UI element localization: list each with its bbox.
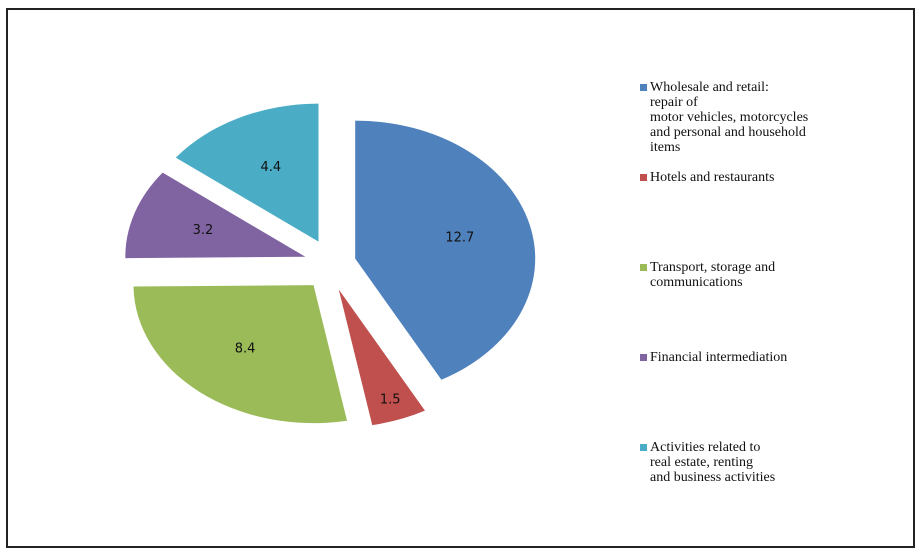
data-label: 8.4 — [235, 342, 256, 357]
legend-label: Activities related to real estate, renti… — [650, 440, 776, 485]
data-label: 1.5 — [380, 392, 401, 407]
data-label: 4.4 — [260, 160, 281, 175]
legend-swatch — [640, 264, 647, 271]
data-label: 3.2 — [193, 223, 214, 238]
legend-label: Hotels and restaurants — [650, 170, 775, 185]
data-label: 12.7 — [445, 231, 474, 246]
legend-item: Transport, storage and communications — [640, 260, 910, 290]
legend-label: Transport, storage and communications — [650, 260, 776, 290]
legend-item: Activities related to real estate, renti… — [640, 440, 910, 485]
legend-swatch — [640, 354, 647, 361]
pie-slice — [175, 103, 319, 242]
pie-slice — [133, 285, 348, 424]
pie-slice — [125, 172, 306, 259]
legend-label: Financial intermediation — [650, 350, 788, 365]
legend-swatch — [640, 84, 647, 91]
legend-item: Hotels and restaurants — [640, 170, 910, 185]
legend-item: Financial intermediation — [640, 350, 910, 365]
legend-swatch — [640, 444, 647, 451]
legend-item: Wholesale and retail: repair of motor ve… — [640, 80, 910, 155]
legend-swatch — [640, 174, 647, 181]
legend-label: Wholesale and retail: repair of motor ve… — [650, 80, 809, 155]
pie-slice — [355, 120, 536, 380]
pie-slice — [338, 289, 425, 426]
chart-frame — [6, 8, 915, 548]
